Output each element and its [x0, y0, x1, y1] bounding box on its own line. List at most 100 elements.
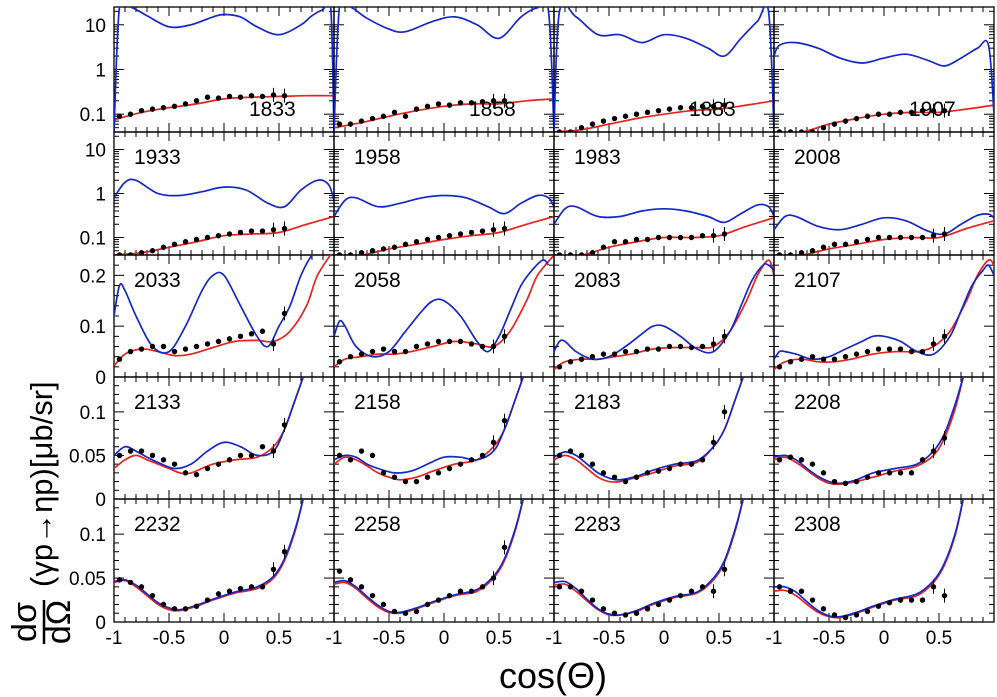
data-point: [831, 241, 838, 248]
data-point: [688, 104, 695, 111]
plot-area: [114, 7, 334, 132]
panel-energy-label: 2258: [354, 513, 401, 536]
fit-curve-blue: [114, 178, 334, 209]
data-point: [369, 452, 376, 459]
plot-area: [554, 377, 744, 485]
data-point: [446, 102, 453, 108]
data-point: [710, 103, 717, 110]
data-point: [204, 465, 211, 472]
data-point: [556, 452, 563, 459]
data-point: [182, 101, 189, 107]
data-point: [853, 612, 860, 618]
data-point: [380, 601, 387, 608]
data-point: [919, 348, 926, 355]
data-point: [578, 124, 585, 131]
data-point: [215, 461, 222, 467]
data-point: [633, 111, 640, 117]
panel-2183: 2183: [553, 376, 775, 500]
data-point: [149, 106, 156, 112]
data-point: [281, 549, 288, 555]
data-point: [589, 353, 596, 360]
data-point: [336, 252, 343, 255]
data-point: [248, 228, 255, 234]
data-point: [710, 232, 717, 239]
fit-curve-red: [334, 98, 554, 129]
plot-area: [334, 499, 525, 616]
data-point: [897, 346, 904, 352]
data-point: [842, 480, 849, 487]
data-point: [413, 608, 420, 615]
data-point: [820, 470, 827, 476]
data-point: [435, 597, 442, 603]
data-point: [688, 461, 695, 467]
y-tick-label: 10: [85, 16, 106, 37]
fit-curve-red: [774, 219, 994, 255]
data-point: [347, 353, 354, 360]
data-point: [875, 346, 882, 352]
data-point: [655, 601, 662, 608]
fit-curve-blue: [334, 259, 550, 358]
data-point: [787, 252, 794, 255]
plot-area: [554, 203, 774, 255]
data-point: [666, 106, 673, 112]
data-point: [127, 348, 134, 355]
data-point: [226, 93, 233, 100]
data-point: [941, 592, 948, 599]
data-point: [721, 409, 728, 415]
plot-area: [334, 377, 524, 485]
panel-1858: 1858: [333, 6, 555, 133]
data-point: [864, 348, 871, 355]
y-tick-label: 0.2: [80, 266, 106, 287]
data-point: [259, 444, 266, 450]
panel-energy-label: 2183: [574, 391, 621, 414]
x-tick-label: 0: [439, 628, 450, 649]
data-point: [116, 452, 123, 459]
plot-area: [554, 7, 774, 132]
plot-area: [554, 259, 774, 371]
data-point: [831, 478, 838, 485]
y-tick-label: 0: [95, 613, 106, 634]
data-point: [721, 102, 728, 108]
data-point: [710, 439, 717, 446]
data-point: [919, 234, 926, 241]
data-point: [655, 468, 662, 474]
x-tick-label: 0.5: [266, 628, 292, 649]
data-point: [567, 359, 574, 365]
data-point: [578, 356, 585, 362]
data-point: [226, 457, 233, 463]
data-point: [237, 94, 244, 100]
data-point: [611, 239, 618, 245]
panel-2258: 2258 -1 -0.5 0 0.5: [326, 498, 555, 649]
data-point: [402, 241, 409, 248]
data-point: [413, 478, 420, 485]
data-point: [578, 252, 585, 255]
data-point: [589, 250, 596, 255]
data-point: [688, 344, 695, 351]
data-point: [138, 107, 145, 114]
data-point: [281, 310, 288, 317]
y-tick-label: 1: [95, 185, 106, 206]
data-point: [160, 601, 167, 608]
data-point: [787, 588, 794, 594]
plot-area: [554, 499, 745, 618]
panel-energy-label: 2033: [134, 269, 181, 292]
panel-1958: 1958: [333, 131, 555, 256]
panel-frame: [333, 6, 555, 133]
data-point: [171, 103, 178, 110]
panel-1907: 1907: [773, 6, 995, 133]
data-point: [809, 461, 816, 467]
data-point: [149, 248, 156, 254]
data-point: [710, 588, 717, 594]
data-point: [831, 612, 838, 618]
data-point: [831, 356, 838, 362]
data-point: [699, 584, 706, 590]
fit-curve-blue: [774, 213, 994, 236]
x-tick-label: 0.5: [926, 628, 952, 649]
data-point: [281, 225, 288, 232]
data-point: [457, 588, 464, 594]
data-point: [259, 93, 266, 100]
data-point: [347, 577, 354, 583]
data-point: [930, 341, 937, 347]
data-point: [886, 470, 893, 476]
data-point: [930, 107, 937, 114]
